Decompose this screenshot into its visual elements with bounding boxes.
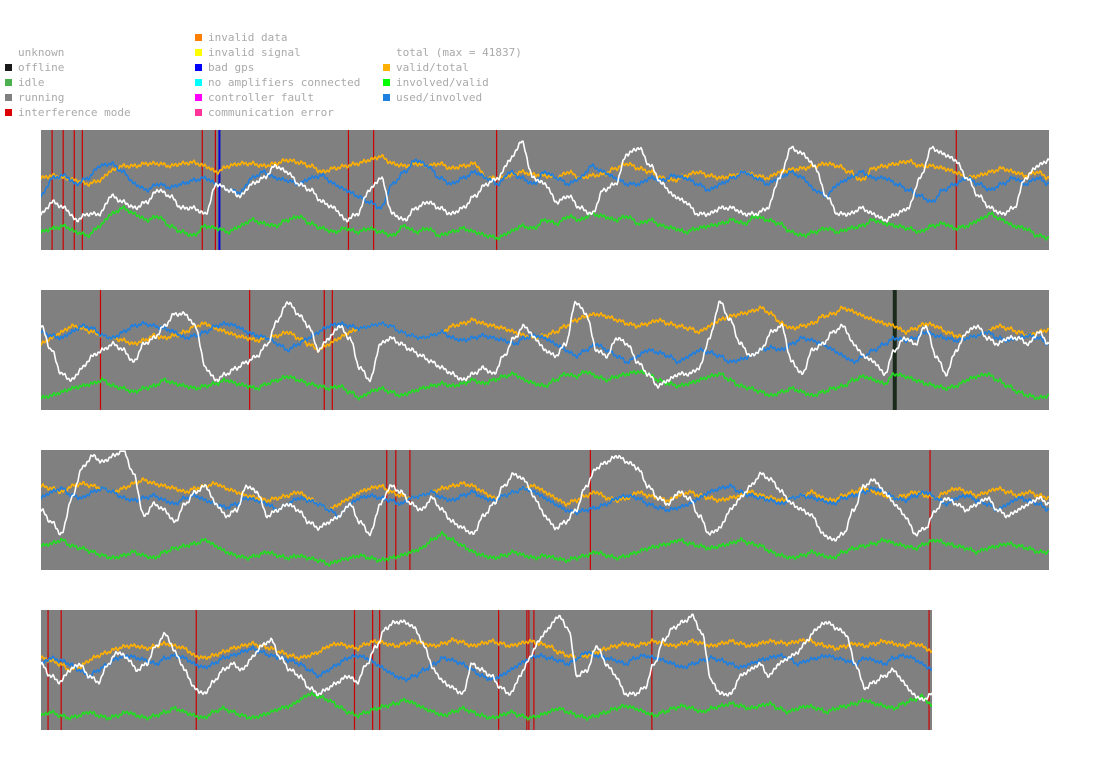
legend-swatch: [195, 64, 202, 71]
series-line-total: [41, 140, 1049, 223]
legend-label: valid/total: [396, 61, 469, 74]
legend-swatch: [383, 94, 390, 101]
legend-label: involved/valid: [396, 76, 489, 89]
legend-swatch: [195, 79, 202, 86]
legend-swatch: [195, 109, 202, 116]
series-line-valid-total: [41, 154, 1049, 187]
legend-swatch: [195, 34, 202, 41]
series-line-valid-total: [41, 305, 1049, 353]
timeline-panel-2: [41, 290, 1049, 410]
legend-label: interference mode: [18, 106, 131, 119]
series-line-total: [41, 613, 933, 702]
legend-label: invalid signal: [208, 46, 301, 59]
legend-swatch: [383, 79, 390, 86]
legend-swatch: [383, 64, 390, 71]
legend-swatch: [5, 94, 12, 101]
timeline-panel-3: [41, 450, 1049, 570]
legend-label: running: [18, 91, 65, 104]
series-line-used-involved: [41, 320, 1049, 365]
timeline-panel-1: [41, 130, 1049, 250]
legend-label: bad gps: [208, 61, 255, 74]
status-background-running: [41, 610, 933, 730]
series-line-used-involved: [41, 158, 1049, 210]
series-line-total: [41, 300, 1049, 389]
legend-label: offline: [18, 61, 65, 74]
legend-label: controller fault: [208, 91, 314, 104]
series-line-total: [41, 450, 1049, 542]
legend-swatch: [5, 109, 12, 116]
status-background-running: [41, 450, 1049, 570]
series-line-used-involved: [41, 645, 933, 683]
legend-label: invalid data: [208, 31, 288, 44]
status-background-running: [41, 130, 1049, 250]
legend-label: no amplifiers connected: [208, 76, 361, 89]
legend-label: communication error: [208, 106, 334, 119]
timeline-panel-4: [41, 610, 933, 730]
series-line-involved-valid: [41, 369, 1049, 401]
legend-swatch: [195, 94, 202, 101]
series-line-involved-valid: [41, 530, 1049, 567]
legend-label: total (max = 41837): [396, 46, 522, 59]
legend-swatch: [5, 79, 12, 86]
series-line-valid-total: [41, 477, 1049, 513]
legend-label: used/involved: [396, 91, 483, 104]
legend-swatch: [5, 64, 12, 71]
series-line-used-involved: [41, 483, 1049, 519]
series-line-valid-total: [41, 637, 933, 673]
legend-label: idle: [18, 76, 45, 89]
series-line-involved-valid: [41, 691, 933, 722]
series-line-involved-valid: [41, 205, 1049, 241]
legend-label: unknown: [18, 46, 65, 59]
legend-swatch: [195, 49, 202, 56]
